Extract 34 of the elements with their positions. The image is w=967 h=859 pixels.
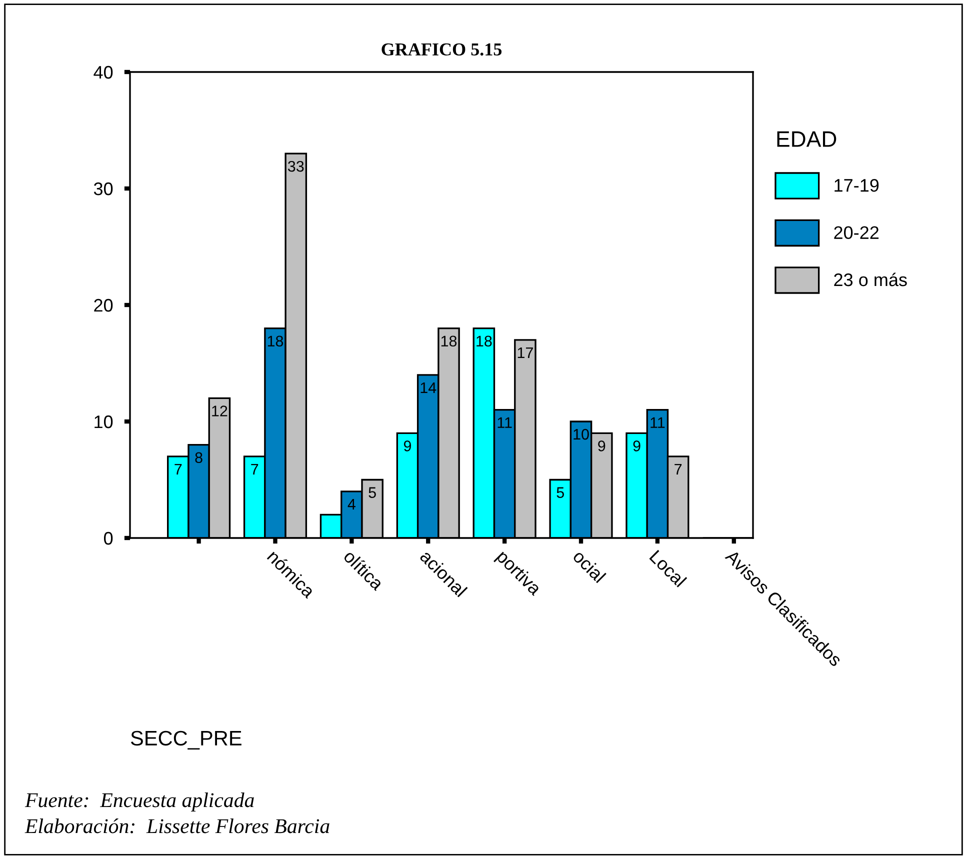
- data-label: 9: [404, 440, 412, 452]
- y-tick-label: 30: [94, 182, 113, 196]
- data-label: 18: [476, 336, 492, 347]
- data-label: 17: [518, 348, 533, 358]
- data-label: 5: [368, 487, 376, 498]
- data-label: 7: [674, 464, 682, 475]
- data-label: 8: [195, 452, 202, 464]
- x-tick-label: ocial: [572, 548, 606, 584]
- x-axis-title: SECC_PRE: [130, 730, 242, 750]
- legend-label: 17-19: [834, 178, 879, 192]
- y-tick-label: 20: [94, 298, 113, 312]
- data-label: 18: [268, 336, 284, 347]
- y-tick-label: 0: [104, 532, 113, 545]
- data-label: 7: [251, 464, 258, 475]
- data-label: 14: [420, 382, 436, 393]
- source-note: Fuente: Encuesta aplicada: [24, 792, 254, 812]
- data-label: 11: [650, 417, 665, 428]
- legend-label: 20-22: [834, 226, 879, 239]
- text: Elaboración: Lissette Flores Barcia: [24, 818, 330, 834]
- data-label: 4: [348, 498, 356, 510]
- data-label: 12: [212, 406, 228, 416]
- legend-label: 23 o más: [834, 272, 907, 286]
- data-label: 7: [174, 464, 182, 475]
- chart-title: GRAFICO 5.15: [382, 43, 502, 56]
- data-label: 10: [574, 428, 589, 440]
- y-tick-label: 40: [94, 66, 113, 79]
- legend-title: EDAD: [777, 131, 836, 147]
- y-tick-label: 10: [94, 415, 113, 428]
- data-label: 9: [633, 440, 640, 452]
- data-label: 5: [556, 487, 564, 498]
- data-label: 11: [498, 417, 512, 428]
- data-label: 9: [598, 440, 606, 452]
- data-label: 33: [288, 160, 304, 172]
- data-label: 18: [441, 336, 457, 347]
